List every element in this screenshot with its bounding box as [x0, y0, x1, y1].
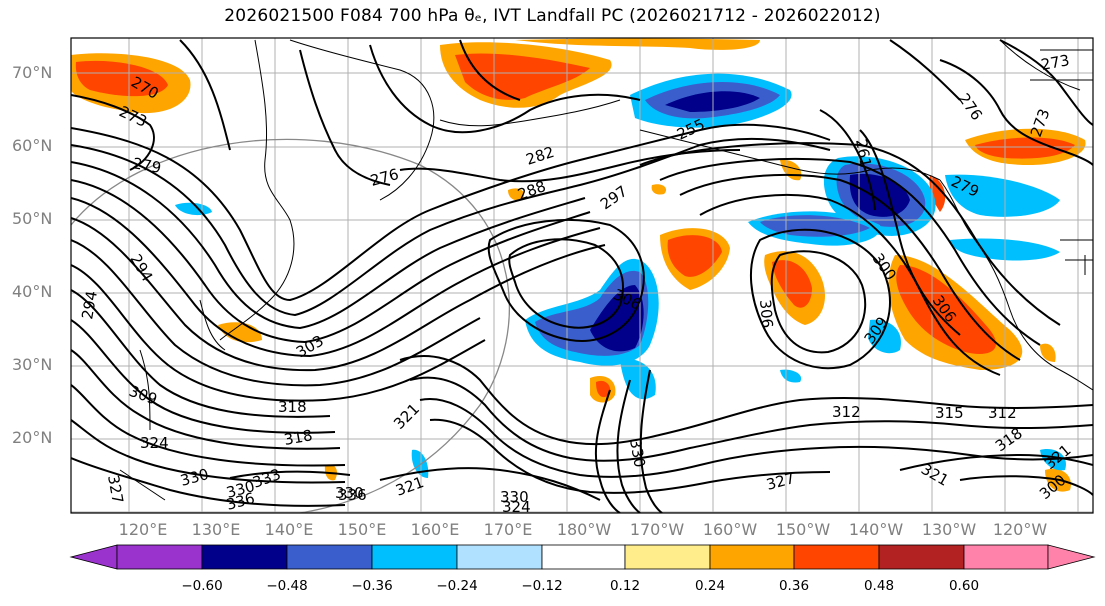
- figure-title: 2026021500 F084 700 hPa θₑ, IVT Landfall…: [224, 6, 881, 26]
- contour-label: 273: [1040, 51, 1071, 74]
- lon-label: 130°E: [191, 520, 241, 539]
- lat-label: 30°N: [12, 355, 53, 374]
- contour-label: 336: [338, 486, 367, 504]
- contour-label: 312: [988, 404, 1017, 422]
- lon-label: 140°E: [264, 520, 314, 539]
- lon-label: 140°W: [848, 520, 904, 539]
- contour-label: 336: [224, 489, 256, 514]
- lon-label: 180°W: [556, 520, 612, 539]
- lon-label: 150°E: [337, 520, 387, 539]
- contour-label: 318: [283, 426, 314, 449]
- lon-label: 160°W: [702, 520, 758, 539]
- lat-label: 50°N: [12, 209, 53, 228]
- lon-label: 150°W: [775, 520, 831, 539]
- contour-label: 330: [500, 488, 529, 506]
- contour-label: 306: [756, 299, 776, 329]
- contour-label: 315: [935, 404, 964, 422]
- contour-label: 324: [502, 498, 531, 516]
- lon-label: 130°W: [921, 520, 977, 539]
- map-area: 270 273 279 276 282 288 297 294 294 303 …: [71, 38, 1093, 516]
- colorbar-tick-label: 0.12: [609, 578, 641, 594]
- lat-label: 60°N: [12, 136, 53, 155]
- colorbar-extend-high: [1047, 544, 1096, 570]
- colorbar-tick-label: −0.60: [181, 578, 223, 594]
- theta-e-contours: [71, 39, 1093, 513]
- contour-label: 327: [104, 474, 127, 505]
- colorbar-tick-label: −0.48: [266, 578, 308, 594]
- graticule: [71, 38, 1093, 513]
- lon-label: 160°E: [410, 520, 460, 539]
- colorbar-tick-label: 0.36: [778, 578, 810, 594]
- lat-label: 40°N: [12, 282, 53, 301]
- lon-label: 120°W: [992, 520, 1048, 539]
- contour-label: 330: [335, 484, 364, 502]
- lon-label: 170°E: [483, 520, 533, 539]
- contour-label: 294: [78, 289, 101, 320]
- lon-label: 120°E: [118, 520, 168, 539]
- colorbar-tick-label: −0.12: [521, 578, 563, 594]
- lat-label: 20°N: [12, 428, 53, 447]
- colorbar-tick-label: −0.36: [351, 578, 393, 594]
- colorbar: [69, 544, 1096, 570]
- lon-label: 170°W: [629, 520, 685, 539]
- colorbar-tick-label: 0.60: [948, 578, 980, 594]
- colorbar-tick-label: 0.24: [694, 578, 726, 594]
- lat-label: 70°N: [12, 63, 53, 82]
- contour-label: 330: [626, 438, 649, 469]
- great-circle-arc: [71, 138, 510, 513]
- colorbar-tick-label: 0.48: [863, 578, 895, 594]
- colorbar-tick-label: −0.24: [436, 578, 478, 594]
- contour-label: 318: [278, 398, 307, 416]
- contour-label: 324: [140, 434, 169, 452]
- colorbar-extend-low: [69, 544, 118, 570]
- contour-label: 279: [131, 154, 162, 177]
- contour-label: 261: [852, 138, 875, 169]
- map-frame: [70, 37, 1094, 514]
- contour-label: 312: [832, 403, 861, 421]
